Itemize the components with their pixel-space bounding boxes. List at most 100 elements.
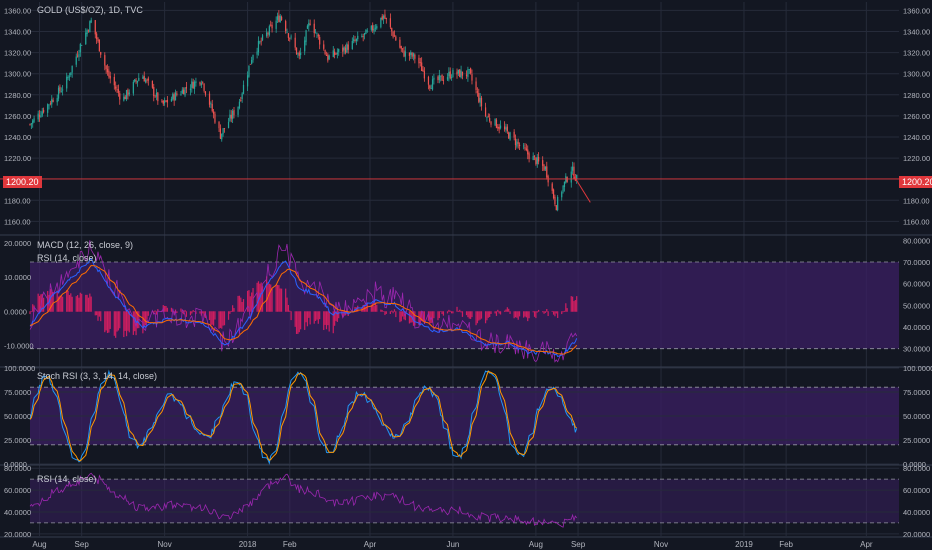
candle-body: [538, 157, 540, 162]
candle-body: [153, 87, 155, 97]
candle-body: [372, 25, 374, 31]
macd-histogram-bar: [467, 311, 469, 318]
macd-line: [29, 258, 578, 358]
candle-body: [433, 77, 435, 80]
macd-histogram-bar: [536, 311, 538, 313]
rsi-y-tick-right: 80.0000: [903, 464, 930, 473]
candle-body: [47, 104, 49, 113]
macd-histogram-bar: [499, 311, 502, 315]
x-tick-label: Feb: [779, 540, 793, 549]
candle-body: [268, 26, 270, 35]
macd-histogram-bar: [448, 309, 450, 312]
macd-histogram-bar: [270, 284, 272, 312]
macd-histogram-bar: [461, 311, 464, 317]
macd-histogram-bar: [268, 283, 270, 312]
candle-body: [517, 142, 519, 144]
macd-histogram-bar: [230, 310, 232, 312]
macd-histogram-bar: [395, 311, 397, 318]
macd-histogram-bar: [109, 311, 111, 329]
candle-body: [305, 30, 307, 42]
macd-histogram-bar: [497, 309, 499, 312]
candle-body: [374, 27, 377, 29]
x-tick-label: Sep: [75, 540, 90, 549]
macd-histogram-bar: [422, 311, 424, 322]
candle-body: [248, 65, 250, 77]
macd-histogram-bar: [98, 311, 100, 317]
macd-histogram-bar: [476, 311, 479, 324]
macd-histogram-bar: [90, 296, 92, 312]
candle-body: [380, 17, 382, 28]
candle-body: [300, 52, 302, 56]
macd-histogram-bar: [144, 311, 147, 326]
candle-body: [399, 39, 401, 48]
macd-histogram-bar: [336, 311, 338, 322]
candle-body: [342, 47, 344, 52]
candle-body: [357, 35, 359, 40]
main-title: GOLD (US$/OZ), 1D, TVC: [37, 5, 143, 15]
candle-body: [104, 55, 106, 66]
candle-body: [423, 71, 425, 79]
macd-histogram-bar: [410, 311, 412, 323]
macd-histogram-bar: [494, 311, 496, 314]
macd-rsi-y-tick: 50.0000: [903, 301, 930, 310]
macd-signal-line: [30, 264, 578, 355]
candle-body: [181, 89, 183, 94]
macd-histogram-bar: [572, 296, 574, 312]
price-y-tick-right: 1300.00: [903, 70, 930, 79]
candle-body: [267, 33, 269, 35]
macd-y-tick: 10.0000: [4, 273, 31, 282]
candle-body: [208, 93, 211, 105]
candle-body: [504, 126, 506, 130]
macd-histogram-bar: [479, 311, 481, 320]
candle-body: [189, 88, 192, 91]
x-tick-label: Jun: [446, 540, 459, 549]
macd-histogram-bar: [384, 311, 386, 316]
candle-body: [227, 121, 230, 128]
candle-body: [478, 92, 480, 102]
candle-body: [71, 65, 73, 73]
candle-body: [459, 69, 461, 77]
macd-histogram-bar: [514, 311, 517, 318]
macd-histogram-bar: [319, 311, 321, 320]
candle-body: [85, 32, 87, 45]
macd-histogram-bar: [135, 311, 137, 336]
candle-body: [457, 69, 459, 74]
price-y-tick-left: 1240.00: [4, 133, 31, 142]
rsi-band: [30, 479, 899, 523]
macd-histogram-bar: [248, 290, 250, 312]
candle-body: [298, 52, 300, 56]
macd-histogram-bar: [392, 311, 394, 314]
candle-body: [475, 81, 477, 91]
macd-histogram-bar: [460, 311, 462, 313]
candle-body: [52, 99, 54, 102]
macd-histogram-bar: [506, 307, 508, 312]
macd-histogram-bar: [478, 311, 480, 321]
macd-histogram-bar: [266, 276, 268, 312]
candle-body: [256, 51, 258, 55]
macd-rsi-y-tick: 40.0000: [903, 323, 930, 332]
candle-body: [286, 32, 288, 34]
macd-histogram-bar: [309, 311, 311, 325]
macd-y-tick: 0.0000: [4, 307, 27, 316]
macd-histogram-bar: [290, 311, 292, 321]
macd-histogram-bar: [486, 311, 488, 321]
macd-histogram-bar: [338, 311, 340, 319]
macd-histogram-bar: [442, 311, 445, 316]
candle-body: [576, 174, 578, 180]
candle-body: [546, 166, 548, 178]
stoch-y-tick-right: 100.0000: [903, 364, 932, 373]
macd-histogram-bar: [51, 289, 53, 312]
candle-body: [366, 30, 368, 32]
macd-histogram-bar: [528, 311, 530, 319]
candle-body: [347, 44, 349, 50]
macd-histogram-bar: [554, 311, 556, 317]
candle-body: [70, 72, 72, 75]
macd-histogram-bar: [67, 290, 69, 312]
macd-rsi-y-tick: 70.0000: [903, 258, 930, 267]
candle-body: [327, 54, 329, 61]
candle-body: [562, 185, 564, 192]
candle-body: [143, 75, 145, 82]
macd-histogram-bar: [233, 308, 235, 312]
x-tick-label: Sep: [571, 540, 586, 549]
